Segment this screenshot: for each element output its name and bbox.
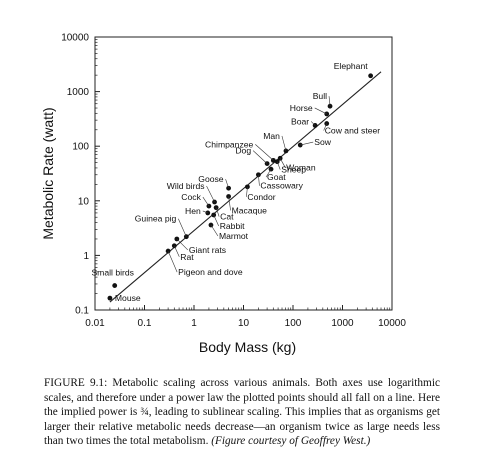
label-pigeon-and-dove: Pigeon and dove [178,267,243,277]
label-guinea-pig: Guinea pig [135,214,177,224]
x-tick-label: 0.1 [138,318,152,329]
leader-goat [265,168,272,178]
x-tick-label: 10 [238,318,250,329]
label-macaque: Macaque [232,205,268,215]
label-sow: Sow [314,137,332,147]
leader-rabbit [213,214,219,227]
leader-bull [328,96,331,107]
leader-macaque [228,196,231,211]
label-woman: Woman [286,162,316,172]
label-goat: Goat [267,172,286,182]
leader-cassowary [258,174,260,186]
label-boar: Boar [291,116,309,126]
leader-pigeon-and-dove [167,250,178,273]
plot-frame: 0.01 0.1 1 10 100 1000 100000.1110100100010000… [40,33,406,356]
caption-text: FIGURE 9.1: Metabolic scaling across var… [44,377,440,448]
label-dog: Dog [235,146,251,156]
point-small-birds [112,283,118,288]
label-giant-rats: Giant rats [189,245,226,255]
label-man: Man [263,131,280,141]
label-hen: Hen [185,206,201,216]
leader-boar [310,121,316,126]
leader-marmot [210,224,219,237]
point-elephant [368,73,374,79]
leader-sow [300,141,314,146]
label-wild-birds: Wild birds [167,181,205,191]
x-tick-label: 10000 [378,318,406,329]
x-tick-label: 1000 [331,318,354,329]
leader-cock [202,196,210,207]
point-wild-birds [212,199,217,205]
label-cassowary: Cassowary [260,181,303,191]
label-cat: Cat [220,212,234,222]
y-tick-label: 10 [78,196,90,207]
leader-woman [279,158,286,168]
label-horse: Horse [290,103,313,113]
leader-cow-and-steer [323,123,327,131]
label-small-birds: Small birds [91,268,134,278]
plot-border [94,36,393,311]
leader-wild-birds [206,185,215,203]
point-cock [206,203,212,209]
label-rat: Rat [180,252,194,262]
label-chimpanzee: Chimpanzee [205,139,253,149]
leader-giant-rats [176,238,189,251]
label-elephant: Elephant [334,61,369,71]
point-hen [205,210,211,216]
x-tick-label: 100 [285,318,302,329]
leader-condor [246,186,248,197]
label-marmot: Marmot [219,231,249,241]
x-tick-label: 1 [191,318,197,329]
y-axis-title: Metabolic Rate (watt) [40,107,56,239]
label-condor: Condor [247,192,275,202]
x-axis-title: Body Mass (kg) [199,339,296,355]
y-tick-label: 10000 [61,33,89,44]
label-cow-and-steer: Cow and steer [325,126,381,136]
y-tick-label: 1000 [67,87,90,98]
y-tick-label: 0.1 [75,306,89,317]
label-rabbit: Rabbit [220,221,245,231]
leader-sheep [276,161,281,170]
leader-man [281,135,287,151]
leader-hen [202,210,208,214]
leader-chimpanzee [255,144,274,161]
leader-dog [252,150,268,164]
point-goose [226,185,231,191]
leader-guinea-pig [178,218,187,237]
figure-caption: FIGURE 9.1: Metabolic scaling across var… [44,376,440,449]
point-mouse [107,295,113,301]
y-tick-label: 100 [72,142,89,153]
leader-horse [314,107,327,115]
leader-cat [215,207,220,217]
leader-goose [225,179,229,189]
leader-rat [174,245,180,257]
label-goose: Goose [198,174,224,184]
x-tick-label: 0.01 [85,318,105,329]
label-mouse: Mouse [115,293,141,303]
label-sheep: Sheep [281,165,306,175]
caption-credit: (Figure courtesy of Geoffrey West.) [211,435,371,448]
y-tick-label: 1 [83,251,89,262]
label-bull: Bull [313,91,327,101]
metabolic-scaling-chart: 0.01 0.1 1 10 100 1000 100000.1110100100010000… [40,33,406,356]
point-guinea-pig [183,234,189,240]
label-cock: Cock [181,192,201,202]
